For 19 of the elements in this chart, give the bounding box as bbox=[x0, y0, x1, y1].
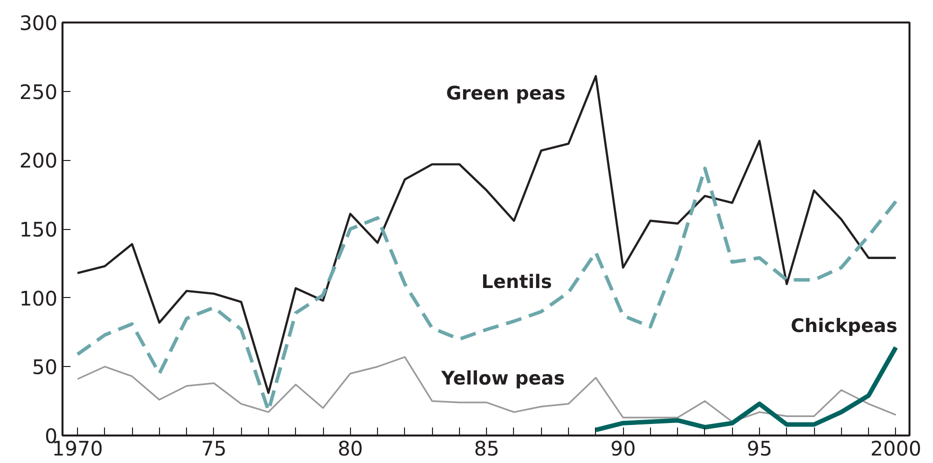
x-tick-label: 80 bbox=[338, 436, 364, 460]
y-tick-label: 50 bbox=[32, 355, 58, 380]
x-tick-label: 85 bbox=[474, 436, 500, 460]
line-series bbox=[76, 356, 897, 423]
series-label: Chickpeas bbox=[790, 316, 898, 338]
series-label: Green peas bbox=[446, 84, 566, 105]
x-tick-label: 95 bbox=[746, 436, 772, 460]
series-label: Lentils bbox=[481, 272, 552, 294]
x-tick-label: 90 bbox=[610, 436, 636, 460]
y-tick-label: 300 bbox=[19, 11, 58, 35]
x-tick-label: 75 bbox=[201, 436, 227, 460]
line-series bbox=[76, 75, 897, 394]
y-tick-label: 200 bbox=[19, 148, 58, 173]
series-label: Yellow peas bbox=[440, 368, 565, 390]
line-series bbox=[594, 345, 898, 432]
y-tick-label: 250 bbox=[19, 80, 58, 104]
y-tick-label: 100 bbox=[19, 286, 58, 310]
y-tick-label: 150 bbox=[19, 218, 58, 242]
x-tick-label: 2000 bbox=[870, 436, 922, 460]
